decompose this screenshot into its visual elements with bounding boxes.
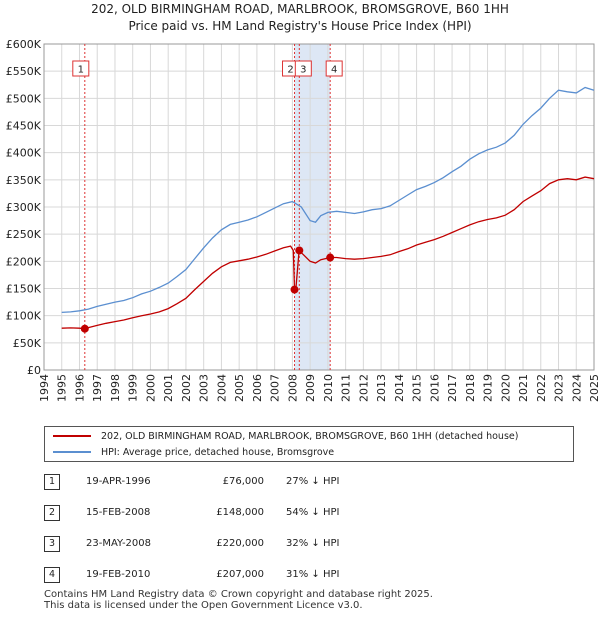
legend-item-hpi: HPI: Average price, detached house, Brom… (53, 444, 334, 460)
sale-marker-label: 4 (331, 65, 337, 76)
x-tick-label: 2017 (446, 374, 459, 402)
x-tick-label: 1999 (127, 374, 140, 402)
x-tick-label: 2023 (553, 374, 566, 402)
transaction-row: 4 19-FEB-2010 £207,000 31% ↓ HPI (44, 567, 584, 585)
x-tick-label: 1996 (73, 374, 86, 402)
y-tick-label: £550K (6, 65, 42, 78)
x-tick-label: 2003 (198, 374, 211, 402)
legend-label-hpi: HPI: Average price, detached house, Brom… (101, 446, 335, 458)
sale-point (290, 285, 299, 294)
x-tick-label: 2000 (144, 374, 157, 402)
x-tick-label: 2024 (570, 374, 583, 402)
transaction-row: 2 15-FEB-2008 £148,000 54% ↓ HPI (44, 505, 584, 523)
transaction-date: 19-APR-1996 (86, 476, 151, 487)
x-tick-label: 2005 (233, 374, 246, 402)
y-tick-label: £200K (6, 255, 42, 268)
x-tick-label: 2001 (162, 374, 175, 402)
sale-marker-box (294, 60, 312, 77)
transaction-hpi-diff: 27% ↓ HPI (286, 476, 340, 487)
y-tick-label: £250K (6, 228, 42, 241)
sale-marker-label: 1 (78, 65, 84, 76)
sale-marker-box (325, 60, 343, 77)
transaction-price: £76,000 (222, 476, 264, 487)
y-tick-label: £50K (13, 337, 42, 350)
y-tick-label: £600K (6, 38, 42, 51)
transaction-number: 2 (44, 505, 60, 521)
transaction-date: 15-FEB-2008 (86, 507, 151, 518)
x-tick-label: 2011 (340, 374, 353, 402)
x-tick-label: 2008 (286, 374, 299, 402)
x-tick-label: 2007 (269, 374, 282, 402)
footer-copyright: Contains HM Land Registry data © Crown c… (44, 589, 433, 600)
legend-swatch-property (53, 435, 91, 437)
transaction-date: 23-MAY-2008 (86, 538, 152, 549)
sale-marker-label: 3 (300, 65, 306, 76)
transaction-number: 1 (44, 474, 60, 490)
legend-swatch-hpi (53, 451, 91, 453)
chart-title: 202, OLD BIRMINGHAM ROAD, MARLBROOK, BRO… (91, 2, 509, 16)
sale-point (295, 246, 304, 255)
x-tick-label: 2014 (393, 374, 406, 402)
x-tick-label: 1995 (56, 374, 69, 402)
sale-marker-label: 2 (287, 65, 293, 76)
x-tick-label: 2009 (304, 374, 317, 402)
transaction-price: £207,000 (216, 569, 264, 580)
x-tick-label: 1998 (109, 374, 122, 402)
hpi-line (61, 86, 595, 314)
property-price-line (61, 176, 595, 330)
y-tick-label: £150K (6, 283, 42, 296)
y-tick-label: £450K (6, 120, 42, 133)
y-tick-label: £350K (6, 174, 42, 187)
sale-marker-box (72, 60, 90, 77)
x-tick-label: 2006 (251, 374, 264, 402)
sale-point (326, 253, 335, 262)
x-tick-label: 2016 (428, 374, 441, 402)
x-tick-label: 2012 (357, 374, 370, 402)
sale-point (80, 324, 89, 333)
transaction-hpi-diff: 32% ↓ HPI (286, 538, 340, 549)
x-tick-label: 2002 (180, 374, 193, 402)
transaction-number: 3 (44, 536, 60, 552)
x-tick-label: 2021 (517, 374, 530, 402)
x-tick-label: 2004 (215, 374, 228, 402)
transaction-row: 3 23-MAY-2008 £220,000 32% ↓ HPI (44, 536, 584, 554)
transaction-price: £148,000 (216, 507, 264, 518)
transaction-hpi-diff: 31% ↓ HPI (286, 569, 340, 580)
transaction-number: 4 (44, 567, 60, 583)
y-tick-label: £100K (6, 310, 42, 323)
legend: 202, OLD BIRMINGHAM ROAD, MARLBROOK, BRO… (44, 426, 574, 462)
legend-item-property: 202, OLD BIRMINGHAM ROAD, MARLBROOK, BRO… (53, 428, 518, 444)
x-tick-label: 2019 (482, 374, 495, 402)
x-tick-label: 2020 (499, 374, 512, 402)
plot-border (43, 43, 595, 371)
x-tick-label: 2025 (588, 374, 600, 402)
transaction-row: 1 19-APR-1996 £76,000 27% ↓ HPI (44, 474, 584, 492)
y-tick-label: £0 (27, 364, 41, 377)
x-tick-label: 2022 (535, 374, 548, 402)
transaction-price: £220,000 (216, 538, 264, 549)
x-tick-label: 2015 (411, 374, 424, 402)
chart-subtitle: Price paid vs. HM Land Registry's House … (128, 19, 471, 33)
footer: Contains HM Land Registry data © Crown c… (44, 589, 433, 611)
legend-label-property: 202, OLD BIRMINGHAM ROAD, MARLBROOK, BRO… (101, 430, 519, 442)
x-tick-label: 1994 (38, 374, 51, 402)
y-tick-label: £300K (6, 201, 42, 214)
chart: 202, OLD BIRMINGHAM ROAD, MARLBROOK, BRO… (6, 2, 600, 402)
x-tick-label: 1997 (91, 374, 104, 402)
y-tick-label: £400K (6, 147, 42, 160)
transaction-hpi-diff: 54% ↓ HPI (286, 507, 340, 518)
x-tick-label: 2018 (464, 374, 477, 402)
transaction-date: 19-FEB-2010 (86, 569, 151, 580)
x-tick-label: 2013 (375, 374, 388, 402)
footer-licence: This data is licensed under the Open Gov… (44, 600, 363, 611)
y-tick-label: £500K (6, 92, 42, 105)
x-tick-label: 2010 (322, 374, 335, 402)
